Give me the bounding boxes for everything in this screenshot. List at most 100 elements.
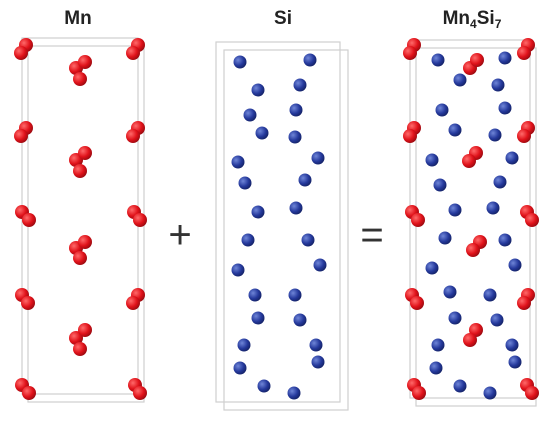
si-atom [249, 289, 262, 302]
mn-atom [78, 55, 92, 69]
formula-part: Si [477, 8, 495, 29]
mn-atom [78, 235, 92, 249]
mn-atom [403, 46, 417, 60]
si-atom [312, 152, 325, 165]
mn-atom [22, 386, 36, 400]
si-atom [430, 362, 443, 375]
mn-atom [525, 386, 539, 400]
si-atom [244, 109, 257, 122]
si-atom [454, 380, 467, 393]
mn-atom [463, 333, 477, 347]
si-atom [312, 356, 325, 369]
si-atom [288, 387, 301, 400]
mn-atom [73, 251, 87, 265]
si-atom [432, 54, 445, 67]
mn-atom [403, 129, 417, 143]
si-atom [252, 84, 265, 97]
mn-atom [133, 213, 147, 227]
si-atom [304, 54, 317, 67]
mn-atom [410, 296, 424, 310]
si-atom [492, 79, 505, 92]
plus-sign: + [168, 213, 191, 257]
mn-atom [466, 243, 480, 257]
formula-part: Mn [443, 8, 470, 29]
mn-atom [22, 213, 36, 227]
si-atom [314, 259, 327, 272]
mn-atom [133, 386, 147, 400]
si-atom [454, 74, 467, 87]
mn-atom [14, 46, 28, 60]
mn-atom [462, 154, 476, 168]
si-atom [426, 262, 439, 275]
mn-atom [470, 53, 484, 67]
si-atom [258, 380, 271, 393]
si-atom [487, 202, 500, 215]
mn-atom [73, 164, 87, 178]
si-atom [436, 104, 449, 117]
si-atom [310, 339, 323, 352]
si-atom [242, 234, 255, 247]
si-atom [489, 129, 502, 142]
si-atom [232, 156, 245, 169]
si-atom [256, 127, 269, 140]
si-atom [499, 234, 512, 247]
mn-atom [73, 72, 87, 86]
si-atom [499, 102, 512, 115]
si-atom [432, 339, 445, 352]
mn-atom [411, 213, 425, 227]
si-atom [252, 312, 265, 325]
panel-label: Mn4Si7 [443, 8, 502, 31]
si-atom [434, 179, 447, 192]
cell-edge [416, 48, 536, 406]
si-atom [290, 202, 303, 215]
si-atom [444, 286, 457, 299]
si-atom [290, 104, 303, 117]
si-atom [289, 131, 302, 144]
mn4si7-cell [410, 40, 536, 406]
mn-atom [126, 46, 140, 60]
si-atom [234, 56, 247, 69]
si-atom [302, 234, 315, 247]
si-atom [294, 314, 307, 327]
panel-label: Mn [64, 8, 91, 29]
atoms [14, 38, 539, 400]
si-atom [234, 362, 247, 375]
si-atom [299, 174, 312, 187]
mn-atom [517, 129, 531, 143]
si-atom [449, 312, 462, 325]
formula-subscript: 7 [495, 17, 502, 31]
si-atom [239, 177, 252, 190]
mn-atom [525, 213, 539, 227]
mn-atom [126, 129, 140, 143]
si-atom [289, 289, 302, 302]
si-atom [484, 289, 497, 302]
si-atom [449, 124, 462, 137]
si-atom [449, 204, 462, 217]
mn-atom [412, 386, 426, 400]
cell-edge [224, 50, 348, 410]
mn-atom [78, 323, 92, 337]
si-atom [499, 52, 512, 65]
diagram: Mn Si Mn4Si7 + = [0, 0, 540, 424]
si-atom [506, 152, 519, 165]
si-cell [216, 42, 348, 410]
mn-atom [517, 296, 531, 310]
si-atom [509, 356, 522, 369]
si-atom [494, 176, 507, 189]
mn-atom [78, 146, 92, 160]
equals-sign: = [360, 213, 383, 257]
mn-atom [126, 296, 140, 310]
si-atom [509, 259, 522, 272]
si-atom [491, 314, 504, 327]
si-atom [506, 339, 519, 352]
si-atom [294, 79, 307, 92]
si-atom [426, 154, 439, 167]
si-atom [439, 232, 452, 245]
si-atom [252, 206, 265, 219]
si-atom [238, 339, 251, 352]
mn-atom [14, 129, 28, 143]
si-atom [232, 264, 245, 277]
panel-label: Si [274, 8, 292, 29]
mn-atom [73, 342, 87, 356]
mn-atom [21, 296, 35, 310]
